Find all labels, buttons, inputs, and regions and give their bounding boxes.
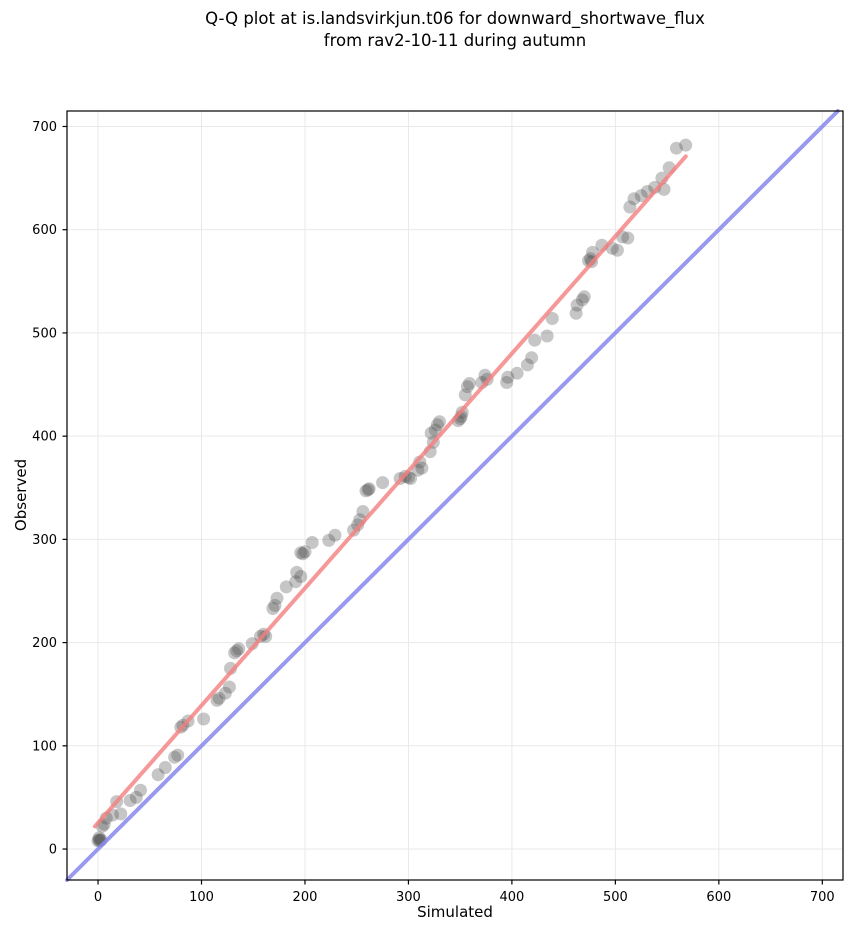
qq-point — [158, 761, 172, 774]
qq-point — [570, 298, 584, 312]
qq-point — [266, 602, 280, 615]
qq-point — [123, 794, 137, 807]
qq-point — [634, 189, 648, 203]
x-tick-label-400: 400 — [499, 890, 524, 905]
qq-point — [171, 748, 185, 762]
qq-point — [540, 329, 554, 343]
qq-point — [520, 358, 534, 372]
qq-point — [430, 418, 444, 432]
x-tick-label-0: 0 — [94, 890, 102, 905]
qq-point — [222, 680, 236, 694]
qq-point — [359, 484, 373, 498]
x-tick-label-300: 300 — [396, 890, 421, 905]
qq-point — [328, 528, 342, 542]
qq-point — [463, 377, 476, 390]
qq-point — [460, 380, 474, 394]
qq-point — [500, 376, 514, 389]
identity-line — [65, 109, 840, 882]
plot-area: 0 100 200 300 400 500 600 700 0 100 200 300 400 500 60… — [32, 109, 844, 905]
qq-point — [296, 547, 310, 561]
y-tick-label-600: 600 — [32, 223, 57, 238]
qq-point — [621, 231, 635, 245]
qq-point — [356, 505, 370, 518]
x-tick-label-600: 600 — [706, 890, 731, 905]
qq-point — [428, 423, 442, 437]
y-axis-label: Observed — [12, 459, 30, 531]
qq-point — [270, 591, 284, 605]
qq-point — [259, 629, 273, 643]
qq-point — [610, 243, 624, 257]
qq-point — [627, 192, 641, 206]
fit-line — [92, 154, 688, 829]
qq-point — [294, 546, 308, 560]
qq-point — [545, 312, 559, 325]
qq-point — [322, 533, 336, 547]
y-tick-label-300: 300 — [32, 533, 57, 548]
qq-point — [212, 691, 226, 705]
qq-point — [525, 351, 539, 365]
qq-point — [404, 472, 417, 485]
qq-point — [134, 783, 147, 797]
qq-point — [129, 790, 143, 804]
qq-point — [230, 644, 244, 658]
qq-point — [210, 693, 224, 707]
qq-point — [577, 290, 591, 304]
qq-point — [232, 642, 246, 656]
y-tick-label-500: 500 — [32, 326, 57, 341]
qq-point — [569, 306, 583, 320]
x-tick-label-500: 500 — [603, 890, 628, 905]
qq-point — [305, 536, 319, 549]
x-tick-label-200: 200 — [293, 890, 318, 905]
y-tick-label-400: 400 — [32, 430, 57, 445]
qq-point — [528, 333, 542, 347]
qq-point — [362, 482, 376, 496]
x-axis-label: Simulated — [417, 903, 493, 921]
y-tick-label-0: 0 — [49, 843, 57, 858]
qq-point — [289, 575, 303, 589]
qq-point — [218, 686, 232, 700]
qq-point — [433, 415, 446, 429]
x-tick-label-700: 700 — [810, 890, 835, 905]
qq-point — [351, 518, 365, 532]
qq-point — [268, 598, 282, 612]
qq-point — [623, 200, 637, 214]
qq-point — [197, 712, 211, 726]
qq-point — [411, 463, 425, 477]
qq-point — [575, 293, 589, 307]
qq-point — [298, 545, 312, 559]
y-tick-label-100: 100 — [32, 739, 57, 754]
qq-point — [92, 831, 106, 845]
plot-border — [66, 110, 844, 881]
qq-point — [290, 565, 304, 579]
qq-point — [679, 138, 693, 152]
qq-point — [168, 750, 182, 764]
y-tick-label-200: 200 — [32, 636, 57, 651]
qq-point — [510, 366, 524, 380]
qq-point — [376, 476, 390, 490]
chart-title-line-2: from rav2-10-11 during autumn — [324, 31, 586, 50]
qq-point — [458, 388, 472, 402]
qq-point — [501, 370, 515, 384]
qq-point — [361, 483, 375, 497]
qq-point — [228, 646, 242, 660]
chart-title-line-1: Q-Q plot at is.landsvirkjun.t06 for down… — [205, 9, 705, 29]
x-tick-label-100: 100 — [189, 890, 214, 905]
qq-point — [415, 461, 429, 475]
qq-point — [294, 570, 308, 583]
qq-point — [279, 580, 293, 594]
qq-point — [669, 141, 683, 155]
qq-point — [151, 768, 165, 782]
qq-point — [114, 807, 128, 821]
y-tick-label-700: 700 — [32, 120, 57, 135]
qq-point — [424, 426, 438, 440]
